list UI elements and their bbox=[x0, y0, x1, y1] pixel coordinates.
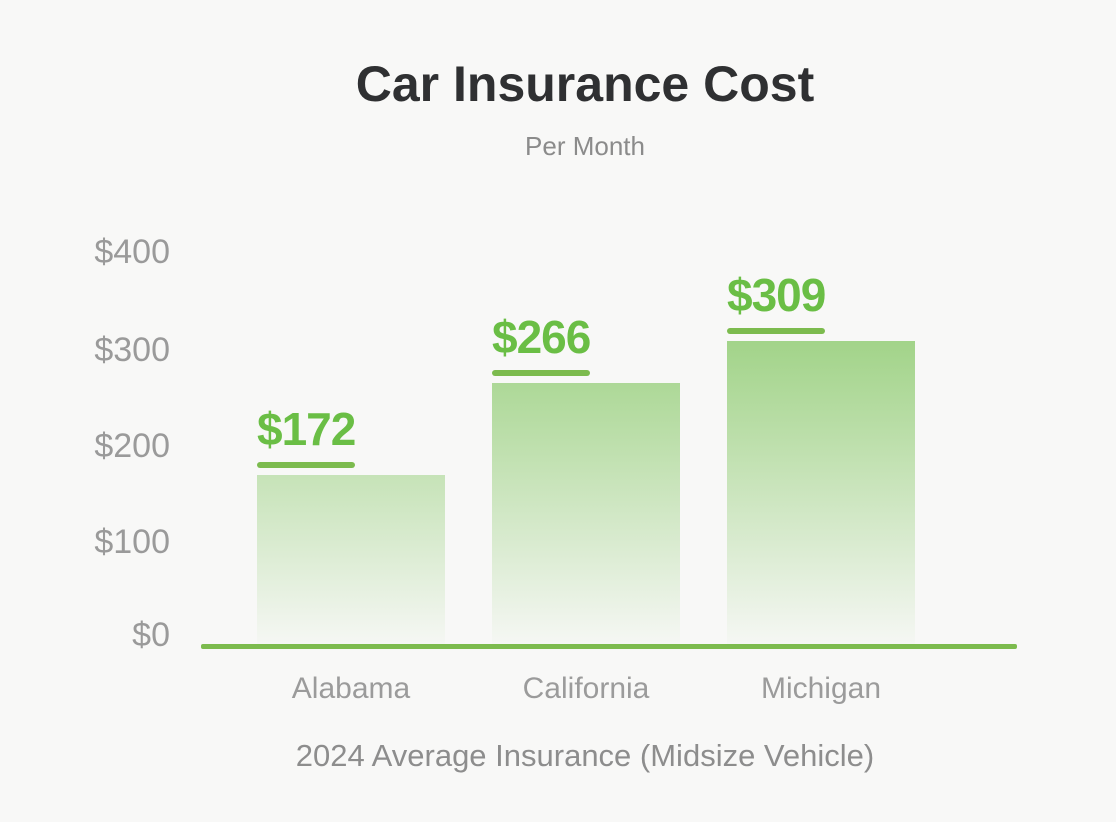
value-underline bbox=[727, 328, 826, 334]
chart-caption: 2024 Average Insurance (Midsize Vehicle) bbox=[295, 738, 875, 773]
x-tick-label-california: California bbox=[522, 672, 650, 705]
bar-group-alabama: $172 bbox=[257, 406, 445, 644]
y-axis-tick-label: $0 bbox=[132, 616, 170, 654]
x-tick-label-michigan: Michigan bbox=[760, 672, 882, 705]
value-annotation: $309 bbox=[727, 269, 826, 341]
x-tick-label-alabama: Alabama bbox=[291, 672, 411, 705]
bar-michigan bbox=[727, 341, 915, 644]
bar-group-california: $266 bbox=[492, 314, 680, 644]
bar-value-label: $172 bbox=[257, 403, 356, 455]
y-axis-tick-label: $400 bbox=[94, 233, 170, 271]
y-axis-tick-label: $300 bbox=[94, 331, 170, 369]
value-annotation: $172 bbox=[257, 403, 356, 475]
value-underline bbox=[257, 462, 356, 468]
value-annotation: $266 bbox=[492, 311, 591, 383]
y-axis-tick-label: $200 bbox=[94, 427, 170, 465]
value-underline bbox=[492, 370, 591, 376]
bar-alabama bbox=[257, 475, 445, 644]
chart-subtitle: Per Month bbox=[525, 131, 645, 161]
bar-group-michigan: $309 bbox=[727, 272, 915, 644]
bar-california bbox=[492, 383, 680, 644]
y-axis-tick-label: $100 bbox=[94, 523, 170, 561]
x-axis-line bbox=[201, 644, 1017, 649]
bar-value-label: $266 bbox=[492, 311, 591, 363]
bar-value-label: $309 bbox=[727, 269, 826, 321]
chart-title: Car Insurance Cost bbox=[355, 56, 815, 112]
